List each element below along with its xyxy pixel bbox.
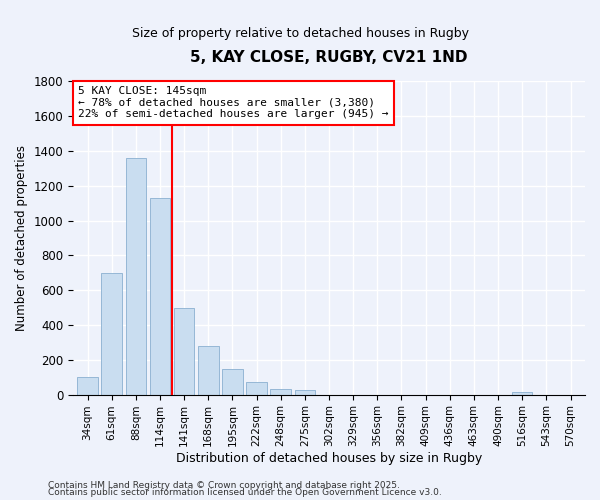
Bar <box>198 346 218 395</box>
Bar <box>222 368 242 394</box>
Bar <box>174 308 194 394</box>
X-axis label: Distribution of detached houses by size in Rugby: Distribution of detached houses by size … <box>176 452 482 465</box>
Text: 5 KAY CLOSE: 145sqm
← 78% of detached houses are smaller (3,380)
22% of semi-det: 5 KAY CLOSE: 145sqm ← 78% of detached ho… <box>78 86 389 120</box>
Title: 5, KAY CLOSE, RUGBY, CV21 1ND: 5, KAY CLOSE, RUGBY, CV21 1ND <box>190 50 468 65</box>
Bar <box>247 382 267 394</box>
Bar <box>271 390 291 394</box>
Text: Size of property relative to detached houses in Rugby: Size of property relative to detached ho… <box>131 28 469 40</box>
Bar <box>77 377 98 394</box>
Bar <box>150 198 170 394</box>
Bar <box>512 392 532 394</box>
Bar <box>101 273 122 394</box>
Y-axis label: Number of detached properties: Number of detached properties <box>15 145 28 331</box>
Bar <box>295 390 315 394</box>
Text: Contains public sector information licensed under the Open Government Licence v3: Contains public sector information licen… <box>48 488 442 497</box>
Text: Contains HM Land Registry data © Crown copyright and database right 2025.: Contains HM Land Registry data © Crown c… <box>48 480 400 490</box>
Bar <box>125 158 146 394</box>
